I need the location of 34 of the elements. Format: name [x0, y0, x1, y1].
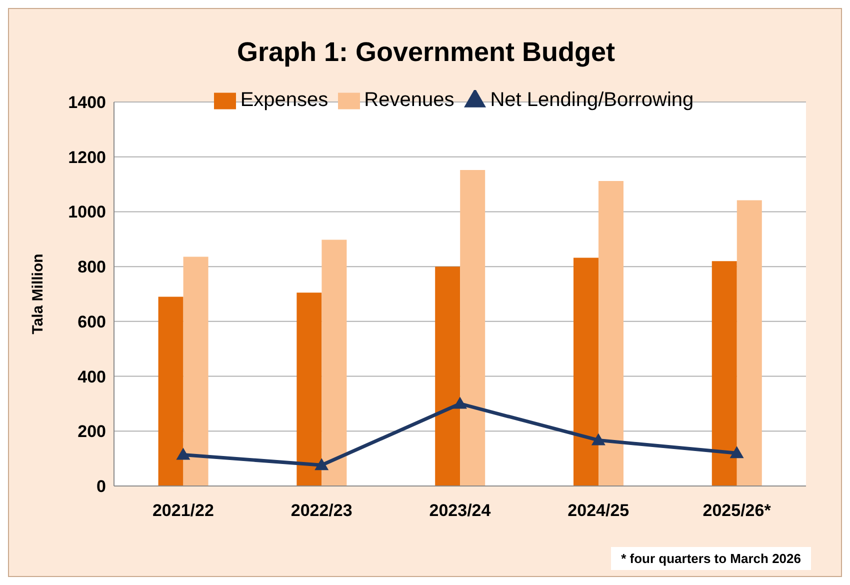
- point: [591, 433, 606, 446]
- x-tick-label: 2025/26*: [702, 501, 772, 520]
- bar: [296, 292, 322, 486]
- y-tick-label: 600: [78, 312, 106, 332]
- y-tick-label: 0: [96, 477, 106, 496]
- y-axis-title: Tala Million: [29, 254, 46, 334]
- y-tick-label: 1200: [68, 148, 106, 167]
- chart-title: Graph 1: Government Budget: [236, 37, 616, 68]
- point: [314, 458, 329, 470]
- point: [453, 396, 467, 409]
- legend-label: Expenses: [240, 89, 328, 111]
- bar: [598, 180, 624, 486]
- bar: [322, 240, 347, 486]
- x-tick-label: 2023/24: [429, 501, 492, 520]
- bar: [183, 256, 208, 486]
- x-tick-label: 2021/22: [152, 501, 214, 520]
- y-tick-label: 1000: [68, 202, 106, 222]
- y-tick-label: 1400: [68, 93, 106, 112]
- bar: [736, 200, 762, 486]
- x-tick-label: 2022/23: [290, 501, 352, 520]
- bar: [435, 266, 460, 486]
- legend-label: Revenues: [364, 89, 454, 111]
- legend-label: Net Lending/Borrowing: [490, 89, 694, 111]
- y-tick-label: 800: [78, 258, 106, 277]
- x-tick-label: 2024/25: [568, 501, 630, 520]
- y-tick-label: 400: [78, 367, 106, 386]
- point: [730, 446, 744, 458]
- bar: [712, 261, 737, 486]
- bar: [460, 170, 486, 486]
- bar: [158, 296, 184, 486]
- point: [176, 448, 190, 460]
- bar: [573, 258, 598, 486]
- y-tick-label: 200: [78, 422, 106, 442]
- text: * four quarters to March 2026: [611, 547, 811, 570]
